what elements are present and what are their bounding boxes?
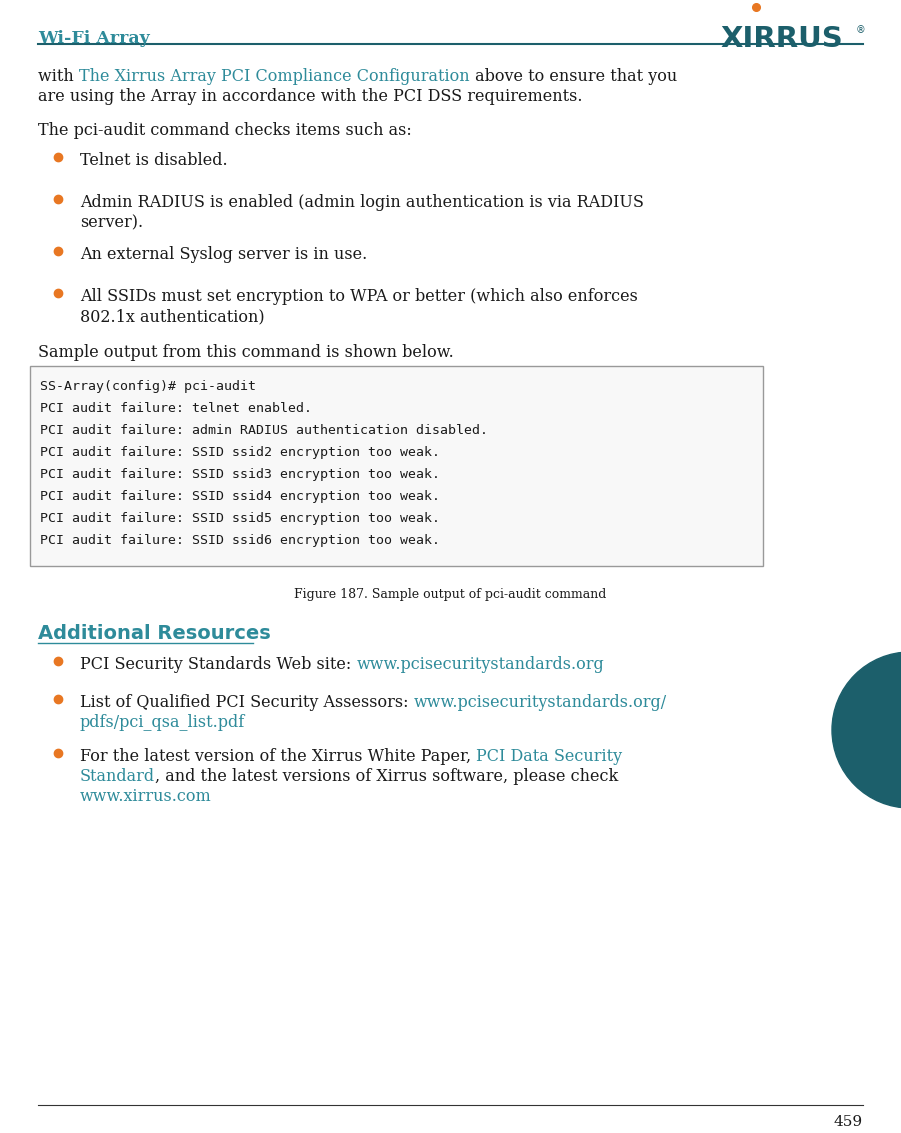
Text: SS-Array(config)# pci-audit: SS-Array(config)# pci-audit	[40, 380, 256, 393]
Text: PCI audit failure: telnet enabled.: PCI audit failure: telnet enabled.	[40, 402, 312, 415]
Text: pdfs/pci_qsa_list.pdf: pdfs/pci_qsa_list.pdf	[80, 714, 245, 731]
Text: An external Syslog server is in use.: An external Syslog server is in use.	[80, 246, 368, 263]
Text: PCI audit failure: SSID ssid3 encryption too weak.: PCI audit failure: SSID ssid3 encryption…	[40, 468, 440, 482]
Text: www.pcisecuritystandards.org: www.pcisecuritystandards.org	[357, 656, 605, 673]
Text: PCI audit failure: SSID ssid2 encryption too weak.: PCI audit failure: SSID ssid2 encryption…	[40, 446, 440, 459]
Text: with: with	[38, 68, 79, 85]
FancyBboxPatch shape	[30, 366, 763, 566]
Text: 459: 459	[833, 1115, 863, 1128]
Text: PCI audit failure: SSID ssid4 encryption too weak.: PCI audit failure: SSID ssid4 encryption…	[40, 489, 440, 503]
Text: Standard: Standard	[80, 768, 155, 785]
Text: , and the latest versions of Xirrus software, please check: , and the latest versions of Xirrus soft…	[155, 768, 618, 785]
Text: Telnet is disabled.: Telnet is disabled.	[80, 152, 228, 169]
Text: PCI audit failure: SSID ssid6 encryption too weak.: PCI audit failure: SSID ssid6 encryption…	[40, 534, 440, 547]
Text: Sample output from this command is shown below.: Sample output from this command is shown…	[38, 344, 454, 361]
Text: www.pcisecuritystandards.org/: www.pcisecuritystandards.org/	[414, 695, 667, 712]
Text: www.xirrus.com: www.xirrus.com	[80, 787, 212, 806]
Text: List of Qualified PCI Security Assessors:: List of Qualified PCI Security Assessors…	[80, 695, 414, 712]
Text: For the latest version of the Xirrus White Paper,: For the latest version of the Xirrus Whi…	[80, 748, 477, 765]
Text: ®: ®	[856, 25, 866, 35]
Text: PCI Security Standards Web site:: PCI Security Standards Web site:	[80, 656, 357, 673]
Text: The Xirrus Array PCI Compliance Configuration: The Xirrus Array PCI Compliance Configur…	[79, 68, 469, 85]
Text: server).: server).	[80, 214, 143, 231]
Text: are using the Array in accordance with the PCI DSS requirements.: are using the Array in accordance with t…	[38, 88, 583, 105]
Text: All SSIDs must set encryption to WPA or better (which also enforces: All SSIDs must set encryption to WPA or …	[80, 288, 638, 305]
Text: The pci-audit command checks items such as:: The pci-audit command checks items such …	[38, 122, 412, 139]
Text: XIRRUS: XIRRUS	[720, 25, 842, 53]
Text: Admin RADIUS is enabled (admin login authentication is via RADIUS: Admin RADIUS is enabled (admin login aut…	[80, 194, 644, 211]
Text: Additional Resources: Additional Resources	[38, 624, 270, 644]
Text: PCI audit failure: admin RADIUS authentication disabled.: PCI audit failure: admin RADIUS authenti…	[40, 424, 488, 437]
Circle shape	[832, 651, 901, 808]
Text: above to ensure that you: above to ensure that you	[469, 68, 677, 85]
Text: Wi-Fi Array: Wi-Fi Array	[38, 29, 150, 46]
Text: 802.1x authentication): 802.1x authentication)	[80, 308, 265, 325]
Text: PCI audit failure: SSID ssid5 encryption too weak.: PCI audit failure: SSID ssid5 encryption…	[40, 512, 440, 525]
Text: Figure 187. Sample output of pci-audit command: Figure 187. Sample output of pci-audit c…	[295, 588, 606, 600]
Text: PCI Data Security: PCI Data Security	[477, 748, 623, 765]
